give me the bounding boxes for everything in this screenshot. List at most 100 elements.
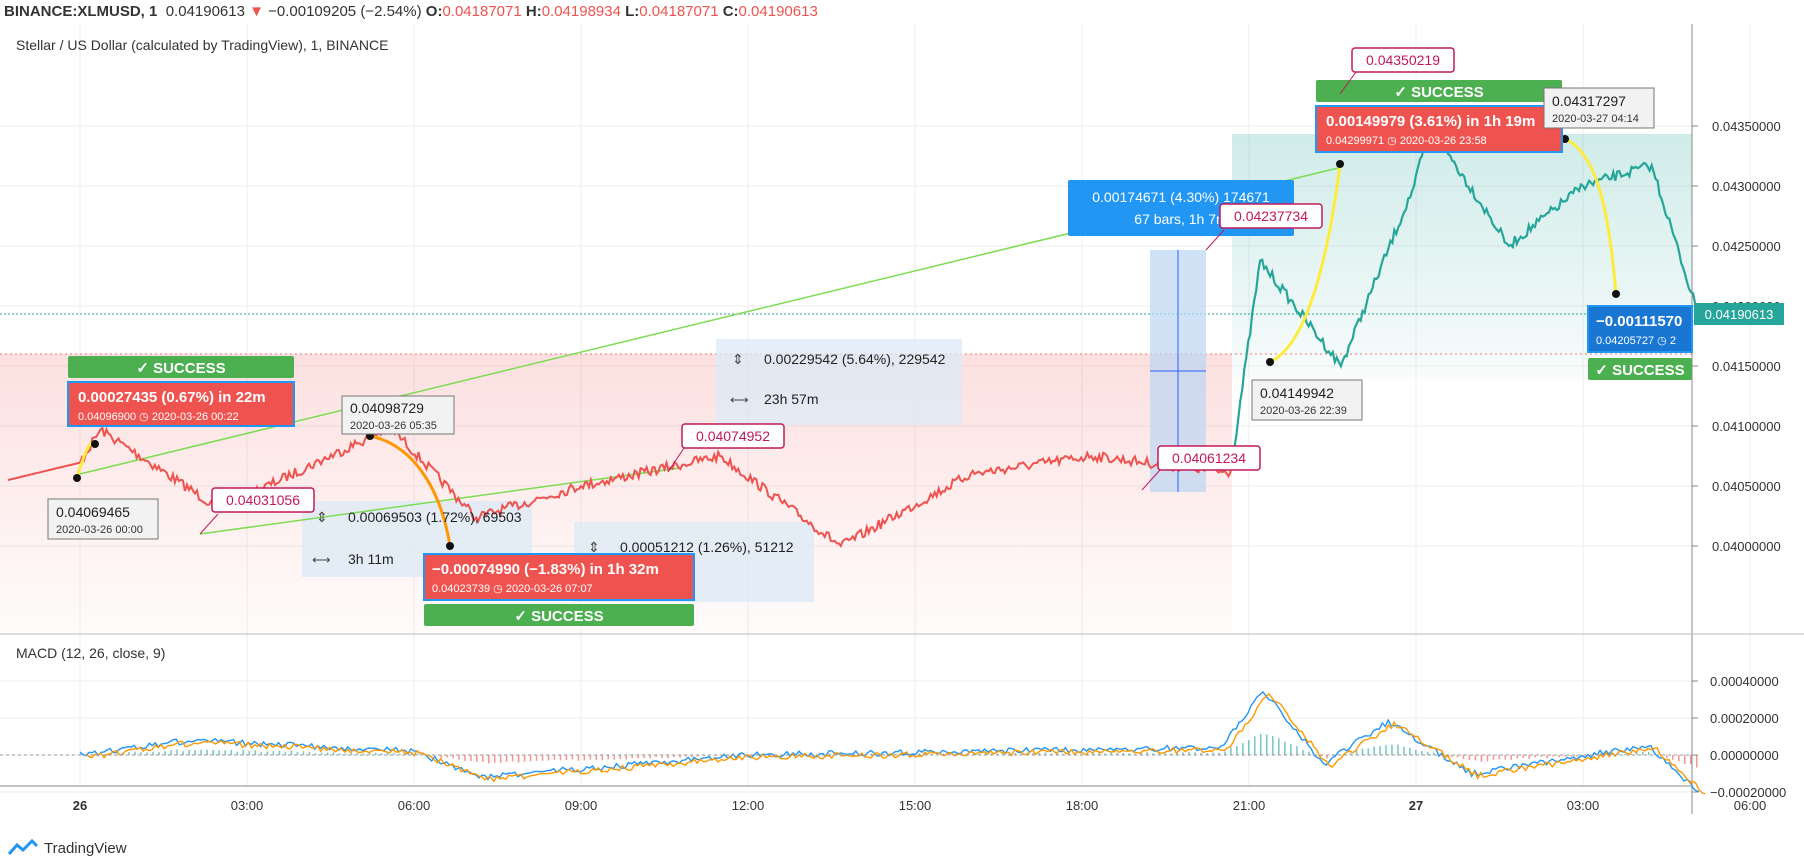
high-value: 0.04198934 — [541, 3, 621, 20]
macd-histogram-bar — [1379, 745, 1381, 755]
macd-histogram-bar — [260, 752, 263, 755]
macd-pane-title: MACD (12, 26, close, 9) — [16, 645, 165, 661]
svg-text:0.00069503 (1.72%), 69503: 0.00069503 (1.72%), 69503 — [348, 509, 522, 525]
macd-histogram-bar — [691, 755, 693, 758]
macd-histogram-bar — [1510, 755, 1513, 760]
macd-histogram-bar — [595, 755, 598, 761]
svg-text:2020-03-26 22:39: 2020-03-26 22:39 — [1260, 405, 1347, 417]
measure-box-4[interactable]: −0.00111570 0.04205727 ◷ 2 — [1587, 305, 1693, 353]
macd-histogram-bar — [589, 755, 592, 760]
time-tick-label: 18:00 — [1066, 798, 1099, 813]
time-tick-label: 27 — [1409, 798, 1423, 813]
price-callout-4[interactable]: 0.04317297 2020-03-27 04:14 — [1543, 87, 1655, 129]
svg-text:0.04350219: 0.04350219 — [1366, 52, 1440, 68]
macd-histogram-bar — [182, 751, 184, 755]
pink-callout-1[interactable]: 0.04031056 — [199, 487, 315, 535]
svg-text:0.04098729: 0.04098729 — [350, 400, 424, 416]
macd-histogram-bar — [284, 752, 287, 755]
macd-histogram-bar — [1116, 752, 1118, 755]
macd-histogram-bar — [1062, 753, 1065, 755]
svg-text:2020-03-26 05:35: 2020-03-26 05:35 — [350, 420, 437, 432]
forecast-arc-3[interactable] — [1269, 163, 1342, 364]
macd-histogram-bar — [1194, 752, 1196, 755]
macd-line[interactable] — [79, 690, 1700, 793]
symbol-name[interactable]: BINANCE:XLMUSD, 1 — [4, 3, 158, 20]
marker-point[interactable] — [73, 474, 81, 482]
macd-histogram-bar — [1665, 755, 1668, 758]
macd-histogram-bar — [212, 749, 214, 755]
chart-canvas[interactable]: Stellar / US Dollar (calculated by Tradi… — [0, 24, 1804, 836]
macd-histogram-bar — [290, 750, 293, 755]
macd-series[interactable] — [0, 690, 1706, 795]
macd-histogram-bar — [1134, 753, 1136, 755]
price-callout-3[interactable]: 0.04149942 2020-03-26 22:39 — [1251, 379, 1363, 421]
price-tick-label: 0.04150000 — [1712, 359, 1781, 374]
macd-histogram-bar — [1582, 755, 1584, 756]
measure-box-3[interactable]: 0.00149979 (3.61%) in 1h 19m 0.04299971 … — [1315, 105, 1563, 153]
trend-line-2[interactable] — [199, 467, 681, 535]
pink-callout-3[interactable]: 0.04061234 — [1141, 445, 1261, 491]
price-line-up[interactable] — [1233, 124, 1700, 448]
macd-histogram-bar — [296, 751, 299, 755]
macd-histogram-bar — [511, 755, 514, 762]
macd-histogram-bar — [1486, 755, 1489, 762]
macd-histogram-bar — [314, 752, 317, 755]
macd-histogram-bar — [1259, 733, 1262, 755]
pink-callout-5[interactable]: 0.04350219 — [1339, 47, 1455, 95]
macd-histogram-bar — [1504, 755, 1507, 760]
marker-point[interactable] — [1266, 358, 1274, 366]
macd-histogram-bar — [380, 753, 383, 755]
macd-histogram-bar — [200, 749, 202, 755]
macd-histogram-bar — [798, 753, 801, 755]
price-callout-2[interactable]: 0.04098729 2020-03-26 05:35 — [341, 395, 455, 435]
macd-histogram-bar — [894, 753, 897, 755]
macd-histogram-bar — [1122, 752, 1124, 755]
macd-tick-label: −0.00020000 — [1710, 785, 1786, 800]
signal-line[interactable] — [85, 692, 1706, 795]
pink-callout-4[interactable]: 0.04237734 — [1205, 203, 1323, 251]
macd-histogram-bar — [918, 753, 921, 755]
macd-histogram-bar — [1373, 746, 1376, 755]
macd-histogram-bar — [1647, 751, 1650, 755]
macd-histogram-bar — [577, 755, 580, 761]
success-label-1[interactable]: ✓ SUCCESS — [68, 356, 294, 378]
macd-histogram-bar — [601, 755, 604, 761]
macd-histogram-bar — [1516, 755, 1519, 759]
macd-histogram-bar — [176, 749, 178, 755]
measure-box-2[interactable]: −0.00074990 (−1.83%) in 1h 32m 0.0402373… — [423, 553, 695, 601]
success-label-2[interactable]: ✓ SUCCESS — [424, 604, 694, 626]
macd-histogram-bar — [697, 755, 699, 757]
macd-histogram-bar — [1426, 751, 1429, 755]
pink-callout-2[interactable]: 0.04074952 — [667, 423, 785, 473]
price-callout-1[interactable]: 0.04069465 2020-03-26 00:00 — [47, 498, 159, 540]
time-axis[interactable]: 26 03:00 06:00 09:00 12:00 15:00 18:00 21:00 27 0… — [73, 798, 1767, 813]
macd-histogram-bar — [481, 755, 484, 763]
forecast-arc-4[interactable] — [1564, 137, 1618, 295]
macd-histogram-bar — [1480, 755, 1483, 762]
marker-point[interactable] — [91, 440, 99, 448]
range-label-2: ⇕ 0.00051212 (1.26%), 51212 — [588, 539, 794, 555]
measure-box-1[interactable]: 0.00027435 (0.67%) in 22m 0.04096900 ◷ 2… — [67, 381, 295, 427]
svg-text:0.04299971 ◷ 2020-03-26 23:58: 0.04299971 ◷ 2020-03-26 23:58 — [1326, 135, 1487, 147]
macd-histogram-bar — [1050, 753, 1053, 755]
macd-histogram-bar — [344, 753, 347, 755]
low-label: L: — [625, 3, 640, 20]
marker-point[interactable] — [1336, 160, 1344, 168]
price-axis[interactable]: 0.043500000.043000000.042500000.04200000… — [1692, 119, 1781, 554]
macd-histogram-bar — [1032, 753, 1035, 755]
success-label-4[interactable]: ✓ SUCCESS — [1588, 358, 1692, 380]
macd-histogram-bar — [416, 753, 419, 755]
range-box-3[interactable] — [716, 339, 962, 425]
macd-histogram-bar — [1420, 751, 1423, 755]
symbol-header: BINANCE:XLMUSD, 1 0.04190613 ▼ −0.001092… — [0, 0, 1804, 24]
macd-axis[interactable]: 0.00040000 0.00020000 0.00000000 −0.0002000… — [1692, 674, 1786, 800]
brand-footer[interactable]: TradingView — [8, 836, 127, 860]
marker-point[interactable] — [446, 542, 454, 550]
forecast-arc-2[interactable] — [369, 434, 452, 547]
macd-histogram-bar — [80, 753, 82, 755]
success-label-3[interactable]: ✓ SUCCESS — [1316, 80, 1562, 102]
macd-histogram-bar — [1158, 753, 1160, 755]
marker-point[interactable] — [1612, 290, 1620, 298]
macd-histogram-bar — [517, 755, 520, 763]
macd-histogram-bar — [828, 753, 831, 755]
